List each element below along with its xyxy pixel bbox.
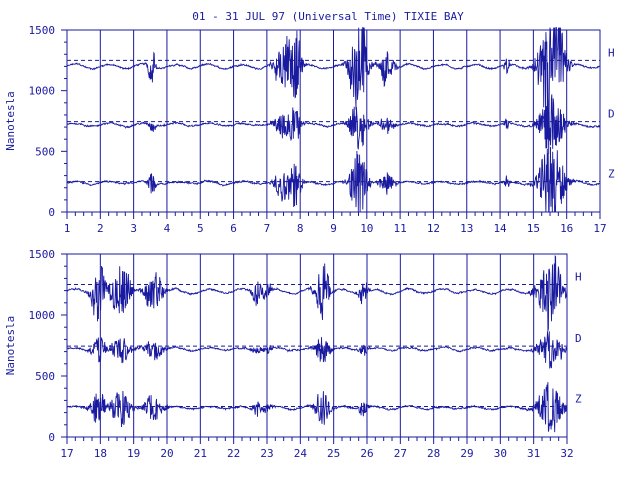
- x-tick-label: 10: [360, 222, 373, 235]
- x-tick-label: 22: [227, 447, 240, 460]
- series-D-trace: [66, 94, 601, 154]
- y-axis-label: Nanotesla: [4, 91, 17, 151]
- series-label-Z: Z: [608, 168, 615, 181]
- x-tick-label: 25: [327, 447, 340, 460]
- x-tick-label: 17: [593, 222, 606, 235]
- panel-top: 1 2 3 4 5 6 7 8 9 10 11 12 13 14 15 16 17050010001500Nan…: [4, 24, 615, 235]
- y-tick-label: 500: [35, 145, 55, 158]
- x-tick-label: 31: [527, 447, 540, 460]
- series-label-H: H: [608, 46, 615, 59]
- x-tick-label: 30: [494, 447, 507, 460]
- x-tick-label: 20: [160, 447, 173, 460]
- x-tick-label: 28: [427, 447, 440, 460]
- x-tick-label: 6: [230, 222, 237, 235]
- chart-title: 01 - 31 JUL 97 (Universal Time) TIXIE BA…: [192, 10, 464, 23]
- x-tick-label: 7: [264, 222, 271, 235]
- x-tick-label: 24: [294, 447, 308, 460]
- series-label-Z: Z: [575, 393, 582, 406]
- series-Z-trace: [66, 146, 601, 213]
- x-tick-label: 3: [130, 222, 137, 235]
- x-tick-label: 13: [460, 222, 473, 235]
- y-tick-label: 1500: [29, 248, 56, 261]
- x-tick-label: 26: [360, 447, 373, 460]
- y-tick-label: 1500: [29, 24, 56, 37]
- y-tick-label: 500: [35, 370, 55, 383]
- x-tick-label: 21: [194, 447, 207, 460]
- series-label-D: D: [575, 332, 582, 345]
- x-tick-label: 15: [527, 222, 540, 235]
- x-tick-label: 4: [164, 222, 171, 235]
- x-tick-label: 12: [427, 222, 440, 235]
- series-H-trace: [66, 254, 568, 332]
- y-tick-label: 1000: [29, 309, 56, 322]
- x-tick-label: 9: [330, 222, 337, 235]
- panel-bottom: 17 18 19 20 21 22 23 24 25 26 27 28 29 30 31 32 0 500 1000…: [4, 248, 582, 460]
- x-tick-label: 2: [97, 222, 104, 235]
- x-tick-label: 29: [460, 447, 473, 460]
- series-H-trace: [66, 26, 601, 127]
- series-Z-trace: [66, 382, 568, 433]
- x-tick-label: 19: [127, 447, 140, 460]
- x-tick-label: 27: [394, 447, 407, 460]
- x-tick-label: 32: [560, 447, 573, 460]
- x-tick-label: 18: [94, 447, 107, 460]
- x-tick-label: 8: [297, 222, 304, 235]
- x-tick-label: 14: [493, 222, 507, 235]
- x-tick-label: 11: [394, 222, 407, 235]
- y-axis-label: Nanotesla: [4, 316, 17, 376]
- series-label-D: D: [608, 108, 615, 121]
- y-tick-label: 0: [48, 206, 55, 219]
- x-tick-label: 16: [560, 222, 573, 235]
- y-tick-label: 1000: [29, 85, 56, 98]
- x-tick-label: 5: [197, 222, 204, 235]
- x-tick-label: 23: [260, 447, 273, 460]
- series-label-H: H: [575, 271, 582, 284]
- series-D-trace: [66, 331, 568, 369]
- x-tick-label: 1: [64, 222, 71, 235]
- y-tick-label: 0: [48, 431, 55, 444]
- x-tick-label: 17: [60, 447, 73, 460]
